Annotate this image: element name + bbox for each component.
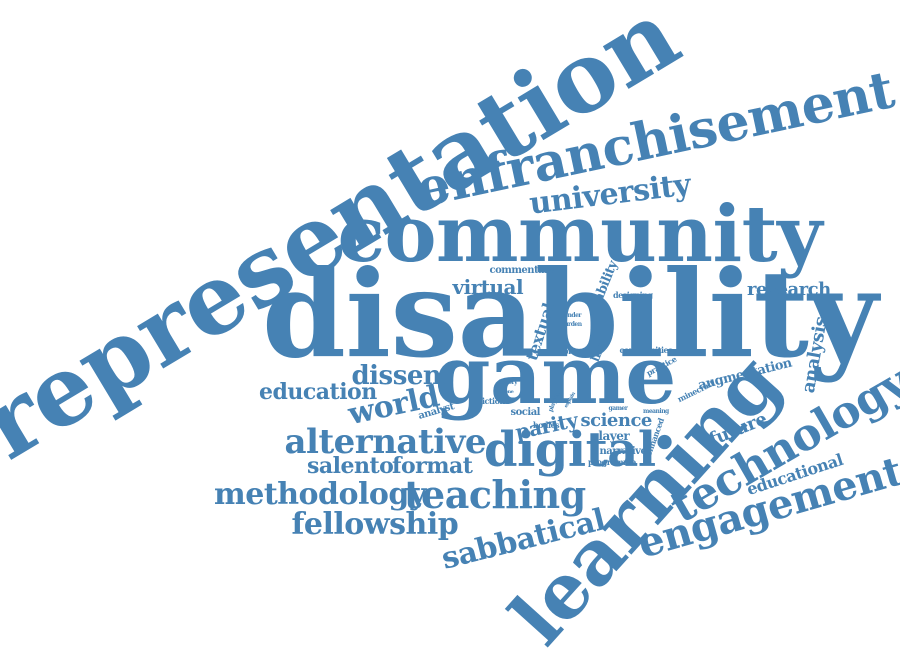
word-designing: designing [613,290,653,300]
word-fiction: fiction [479,396,505,406]
word-bodies: bodies [533,420,560,430]
word-phone: phone [498,388,514,395]
word-community: community [337,189,823,280]
word-teaching: teaching [404,472,586,517]
word-digital: digital [484,422,656,478]
word-social: social [510,407,541,418]
word-science: science [580,410,653,431]
word-gamer: gamer [608,405,628,412]
word-disability: disability [262,244,878,385]
word-alternative: alternative [284,422,487,462]
word-player: player [590,429,630,443]
word-methodology: methodology [214,477,426,512]
word-format: format [392,453,473,479]
word-communities: communities [619,345,673,355]
word-narrative: narrative [599,446,647,457]
word-game: game [434,328,677,422]
word-gender: gender [560,312,582,319]
word-meaning: meaning [643,408,669,415]
word-salento: salento [307,453,394,479]
word-research: research [747,279,831,300]
word-fellowship: fellowship [291,507,459,542]
word-virtual: virtual [452,275,524,299]
word-commentary: commentary [489,265,555,276]
word-theory: theory [498,379,518,386]
word-dissent: dissent [351,361,454,391]
word-burden: burden [560,321,583,328]
word-programme: programme [588,457,636,467]
word-education: education [259,379,377,405]
word-play: play [563,346,580,356]
